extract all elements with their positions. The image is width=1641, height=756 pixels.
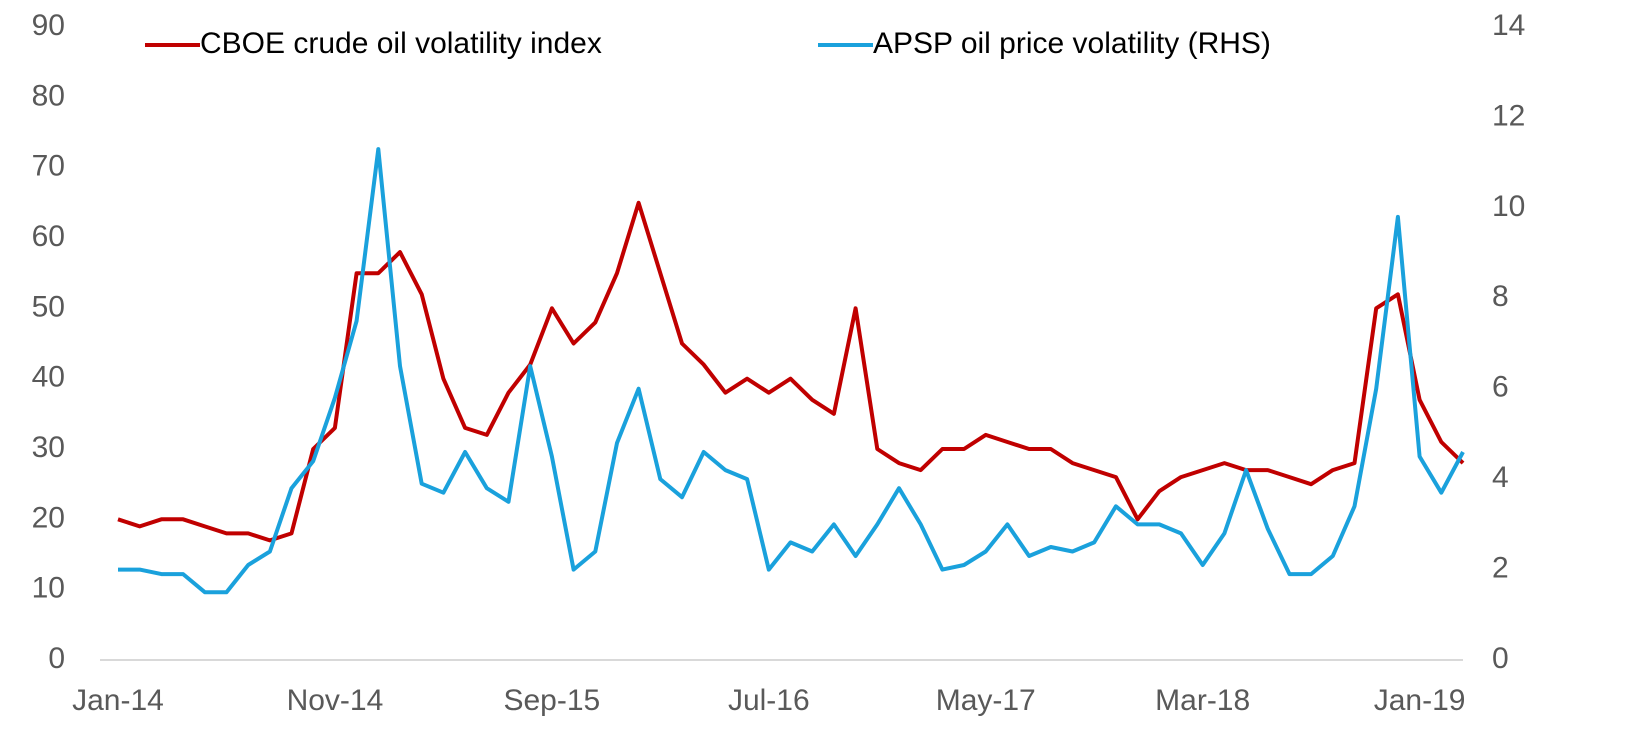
x-tick-label: May-17 — [936, 684, 1036, 717]
y-tick-label: 90 — [32, 9, 65, 42]
y-tick-label: 0 — [48, 642, 65, 675]
x-tick-label: Jan-19 — [1374, 684, 1466, 717]
legend-label: CBOE crude oil volatility index — [200, 27, 602, 60]
y-tick-label: 80 — [32, 79, 65, 112]
x-tick-label: Jan-14 — [72, 684, 164, 717]
y2-tick-label: 0 — [1492, 642, 1509, 675]
series-line — [117, 200, 1465, 543]
series-line — [118, 147, 1465, 595]
x-tick-label: Jul-16 — [728, 684, 810, 717]
y2-tick-label: 4 — [1492, 461, 1509, 494]
legend-label: APSP oil price volatility (RHS) — [873, 27, 1271, 60]
x-tick-label: Mar-18 — [1155, 684, 1250, 717]
y-tick-label: 10 — [32, 572, 65, 605]
y2-tick-label: 14 — [1492, 9, 1525, 42]
y-tick-label: 30 — [32, 431, 65, 464]
y-tick-label: 60 — [32, 220, 65, 253]
y2-tick-label: 2 — [1492, 551, 1509, 584]
x-tick-label: Sep-15 — [503, 684, 600, 717]
y2-tick-label: 12 — [1492, 99, 1525, 132]
y-tick-label: 70 — [32, 150, 65, 183]
y2-tick-label: 8 — [1492, 280, 1509, 313]
y-tick-label: 40 — [32, 361, 65, 394]
y-tick-label: 50 — [32, 290, 65, 323]
y2-tick-label: 6 — [1492, 371, 1509, 404]
x-tick-label: Nov-14 — [287, 684, 384, 717]
y-tick-label: 20 — [32, 501, 65, 534]
y2-tick-label: 10 — [1492, 190, 1525, 223]
